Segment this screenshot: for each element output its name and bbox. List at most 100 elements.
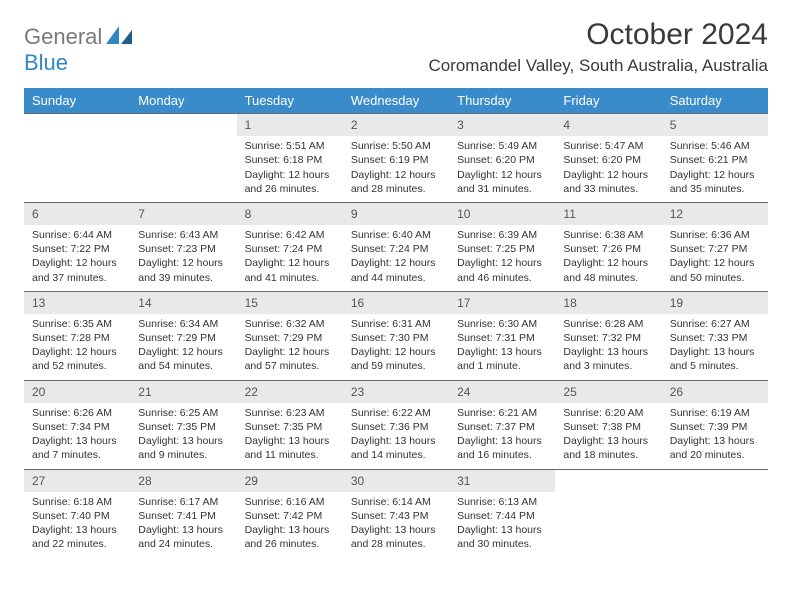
sunrise-text: Sunrise: 6:38 AM [563, 228, 653, 242]
day-details: Sunrise: 6:44 AMSunset: 7:22 PMDaylight:… [24, 225, 130, 291]
day-number [555, 469, 661, 492]
weekday-header: Monday [130, 88, 236, 113]
sunrise-text: Sunrise: 6:22 AM [351, 406, 441, 420]
daylight-text: Daylight: 12 hours and 31 minutes. [457, 168, 547, 196]
daylight-text: Daylight: 13 hours and 18 minutes. [563, 434, 653, 462]
sunset-text: Sunset: 6:20 PM [563, 153, 653, 167]
sunset-text: Sunset: 7:37 PM [457, 420, 547, 434]
calendar-cell: 12Sunrise: 6:36 AMSunset: 7:27 PMDayligh… [662, 202, 768, 291]
day-number: 7 [130, 202, 236, 225]
calendar-cell: 23Sunrise: 6:22 AMSunset: 7:36 PMDayligh… [343, 380, 449, 469]
sunset-text: Sunset: 7:39 PM [670, 420, 760, 434]
sunrise-text: Sunrise: 6:14 AM [351, 495, 441, 509]
day-number: 5 [662, 113, 768, 136]
header: General Blue October 2024 Coromandel Val… [24, 18, 768, 84]
daylight-text: Daylight: 13 hours and 3 minutes. [563, 345, 653, 373]
day-number: 6 [24, 202, 130, 225]
day-details: Sunrise: 6:32 AMSunset: 7:29 PMDaylight:… [237, 314, 343, 380]
calendar-cell: 27Sunrise: 6:18 AMSunset: 7:40 PMDayligh… [24, 469, 130, 558]
day-details: Sunrise: 5:49 AMSunset: 6:20 PMDaylight:… [449, 136, 555, 202]
day-number: 9 [343, 202, 449, 225]
day-number: 14 [130, 291, 236, 314]
day-details: Sunrise: 6:22 AMSunset: 7:36 PMDaylight:… [343, 403, 449, 469]
sunset-text: Sunset: 7:32 PM [563, 331, 653, 345]
logo-text-general: General [24, 24, 102, 49]
calendar-cell: 17Sunrise: 6:30 AMSunset: 7:31 PMDayligh… [449, 291, 555, 380]
day-number [24, 113, 130, 136]
calendar-cell: 8Sunrise: 6:42 AMSunset: 7:24 PMDaylight… [237, 202, 343, 291]
daylight-text: Daylight: 13 hours and 14 minutes. [351, 434, 441, 462]
day-details: Sunrise: 6:30 AMSunset: 7:31 PMDaylight:… [449, 314, 555, 380]
title-block: October 2024 Coromandel Valley, South Au… [428, 18, 768, 84]
day-number: 1 [237, 113, 343, 136]
day-number: 2 [343, 113, 449, 136]
day-details [555, 492, 661, 554]
sunset-text: Sunset: 7:31 PM [457, 331, 547, 345]
calendar-cell: 5Sunrise: 5:46 AMSunset: 6:21 PMDaylight… [662, 113, 768, 202]
logo-text-blue: Blue [24, 50, 68, 75]
sunset-text: Sunset: 7:33 PM [670, 331, 760, 345]
daylight-text: Daylight: 12 hours and 52 minutes. [32, 345, 122, 373]
day-number: 3 [449, 113, 555, 136]
sunrise-text: Sunrise: 6:30 AM [457, 317, 547, 331]
day-number: 17 [449, 291, 555, 314]
daylight-text: Daylight: 12 hours and 39 minutes. [138, 256, 228, 284]
calendar-cell: 3Sunrise: 5:49 AMSunset: 6:20 PMDaylight… [449, 113, 555, 202]
sunrise-text: Sunrise: 6:35 AM [32, 317, 122, 331]
daylight-text: Daylight: 12 hours and 26 minutes. [245, 168, 335, 196]
day-number: 22 [237, 380, 343, 403]
calendar-cell: 21Sunrise: 6:25 AMSunset: 7:35 PMDayligh… [130, 380, 236, 469]
sunrise-text: Sunrise: 5:49 AM [457, 139, 547, 153]
day-details: Sunrise: 6:27 AMSunset: 7:33 PMDaylight:… [662, 314, 768, 380]
page-title: October 2024 [428, 18, 768, 52]
daylight-text: Daylight: 12 hours and 28 minutes. [351, 168, 441, 196]
weekday-header: Saturday [662, 88, 768, 113]
daylight-text: Daylight: 12 hours and 44 minutes. [351, 256, 441, 284]
weekday-header: Friday [555, 88, 661, 113]
daylight-text: Daylight: 13 hours and 20 minutes. [670, 434, 760, 462]
day-details: Sunrise: 6:42 AMSunset: 7:24 PMDaylight:… [237, 225, 343, 291]
sunrise-text: Sunrise: 5:50 AM [351, 139, 441, 153]
sunrise-text: Sunrise: 6:40 AM [351, 228, 441, 242]
calendar-table: Sunday Monday Tuesday Wednesday Thursday… [24, 88, 768, 557]
sunset-text: Sunset: 7:28 PM [32, 331, 122, 345]
day-details: Sunrise: 6:38 AMSunset: 7:26 PMDaylight:… [555, 225, 661, 291]
calendar-cell: 28Sunrise: 6:17 AMSunset: 7:41 PMDayligh… [130, 469, 236, 558]
day-number: 13 [24, 291, 130, 314]
calendar-cell: 13 Sunrise: 6:35 AMSunset: 7:28 PMDayligh… [24, 291, 130, 380]
sunrise-text: Sunrise: 6:28 AM [563, 317, 653, 331]
daylight-text: Daylight: 12 hours and 50 minutes. [670, 256, 760, 284]
day-details: Sunrise: 5:50 AMSunset: 6:19 PMDaylight:… [343, 136, 449, 202]
sunrise-text: Sunrise: 6:36 AM [670, 228, 760, 242]
calendar-cell: 24Sunrise: 6:21 AMSunset: 7:37 PMDayligh… [449, 380, 555, 469]
sunrise-text: Sunrise: 6:27 AM [670, 317, 760, 331]
day-details: Sunrise: 6:13 AMSunset: 7:44 PMDaylight:… [449, 492, 555, 558]
day-number: 28 [130, 469, 236, 492]
sunrise-text: Sunrise: 6:34 AM [138, 317, 228, 331]
sunrise-text: Sunrise: 6:25 AM [138, 406, 228, 420]
sunrise-text: Sunrise: 6:17 AM [138, 495, 228, 509]
sunset-text: Sunset: 7:35 PM [245, 420, 335, 434]
daylight-text: Daylight: 13 hours and 26 minutes. [245, 523, 335, 551]
sunrise-text: Sunrise: 6:23 AM [245, 406, 335, 420]
day-number: 4 [555, 113, 661, 136]
day-details: Sunrise: 6:17 AMSunset: 7:41 PMDaylight:… [130, 492, 236, 558]
day-number: 16 [343, 291, 449, 314]
sunrise-text: Sunrise: 6:42 AM [245, 228, 335, 242]
day-number: 31 [449, 469, 555, 492]
day-details: Sunrise: 5:47 AMSunset: 6:20 PMDaylight:… [555, 136, 661, 202]
day-number [662, 469, 768, 492]
calendar-cell: 9Sunrise: 6:40 AMSunset: 7:24 PMDaylight… [343, 202, 449, 291]
day-number: 19 [662, 291, 768, 314]
location-subtitle: Coromandel Valley, South Australia, Aust… [428, 56, 768, 76]
sunrise-text: Sunrise: 6:18 AM [32, 495, 122, 509]
day-number: 21 [130, 380, 236, 403]
daylight-text: Daylight: 13 hours and 5 minutes. [670, 345, 760, 373]
sunrise-text: Sunrise: 6:16 AM [245, 495, 335, 509]
day-details: Sunrise: 6:21 AMSunset: 7:37 PMDaylight:… [449, 403, 555, 469]
day-number: 10 [449, 202, 555, 225]
sunrise-text: Sunrise: 5:46 AM [670, 139, 760, 153]
sunset-text: Sunset: 7:23 PM [138, 242, 228, 256]
day-number: 26 [662, 380, 768, 403]
calendar-cell: 2Sunrise: 5:50 AMSunset: 6:19 PMDaylight… [343, 113, 449, 202]
